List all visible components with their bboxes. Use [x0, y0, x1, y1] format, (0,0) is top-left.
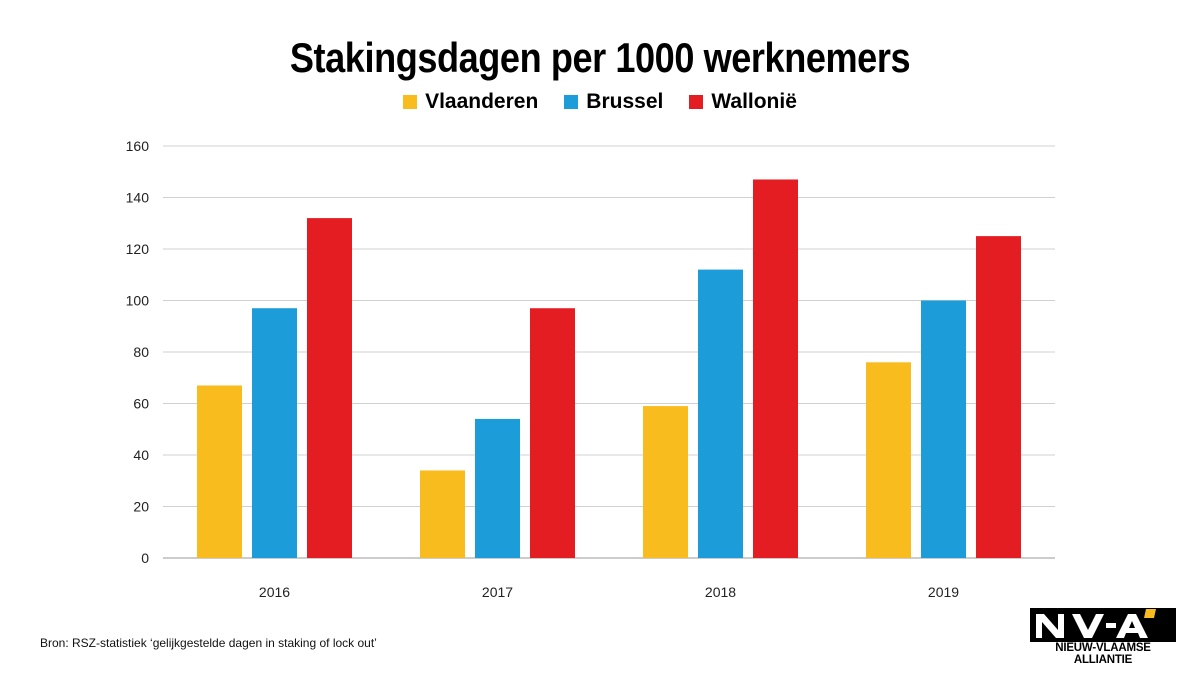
source-note: Bron: RSZ-statistiek ‘gelijkgestelde dag…: [40, 636, 377, 650]
bar: [698, 269, 743, 558]
bar: [530, 308, 575, 558]
bar: [753, 179, 798, 558]
bar: [252, 308, 297, 558]
logo-subtitle: NIEUW-VLAAMSE ALLIANTIE: [1055, 642, 1151, 666]
x-tick-label: 2016: [259, 584, 290, 600]
bar: [866, 362, 911, 558]
y-tick-label: 60: [133, 396, 149, 412]
y-tick-label: 120: [126, 241, 150, 257]
y-tick-label: 0: [141, 550, 149, 566]
y-tick-label: 140: [126, 190, 150, 206]
legend-swatch-wallonie: [689, 95, 704, 109]
legend-label-vlaanderen: Vlaanderen: [425, 90, 539, 113]
bar: [420, 470, 465, 558]
x-tick-label: 2017: [482, 584, 513, 600]
legend-label-brussel: Brussel: [586, 90, 664, 113]
x-tick-label: 2019: [928, 584, 959, 600]
logo-accent-shape: [1144, 609, 1156, 618]
bar: [475, 418, 520, 558]
legend-swatch-vlaanderen: [403, 95, 418, 109]
y-tick-label: 100: [126, 293, 150, 309]
legend-item-vlaanderen: Vlaanderen: [403, 90, 538, 114]
bar: [307, 218, 352, 558]
y-tick-label: 40: [133, 447, 149, 463]
nva-logo: [1030, 608, 1176, 642]
chart-title: Stakingsdagen per 1000 werknemers: [289, 34, 911, 81]
bar: [197, 385, 242, 558]
legend-label-wallonie: Wallonië: [711, 90, 797, 113]
bar: [976, 236, 1021, 558]
y-tick-label: 80: [133, 344, 149, 360]
legend-item-brussel: Brussel: [564, 90, 663, 114]
x-tick-label: 2018: [705, 584, 736, 600]
bar: [921, 300, 966, 558]
y-tick-label: 160: [126, 138, 150, 154]
legend-item-wallonie: Wallonië: [689, 90, 797, 114]
bar: [643, 406, 688, 558]
legend: Vlaanderen Brussel Wallonië: [0, 90, 1200, 114]
y-tick-label: 20: [133, 499, 149, 515]
legend-swatch-brussel: [564, 95, 579, 109]
